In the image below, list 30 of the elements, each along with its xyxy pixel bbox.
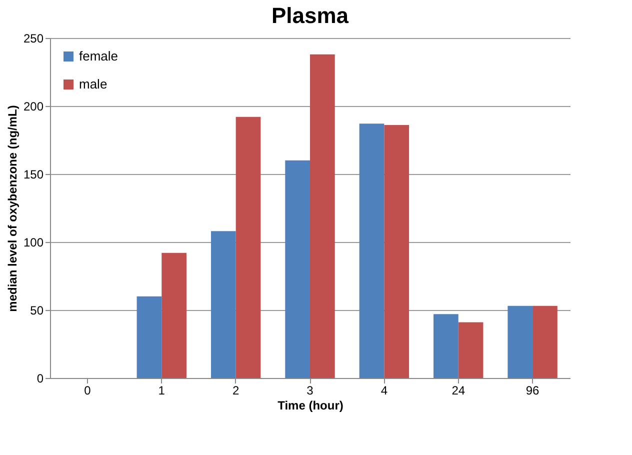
x-tick-label: 1 [158,384,166,398]
x-axis-title: Time (hour) [278,398,344,412]
bar [508,306,533,378]
legend-label: male [79,76,108,92]
y-tick-label: 200 [23,100,44,114]
y-tick-label: 100 [23,236,44,250]
y-tick-label: 150 [23,168,44,182]
bar [532,306,558,378]
bar [434,314,458,378]
legend-label: female [79,48,118,64]
chart-title: Plasma [271,3,350,28]
x-tick-label: 3 [306,384,314,398]
y-axis-title: median level of oxybenzone (ng/mL) [5,105,20,312]
bar [359,124,384,378]
x-tick-label: 2 [232,384,240,398]
y-tick-label: 250 [23,32,44,46]
x-tick-label: 96 [526,384,540,398]
bar [210,231,236,378]
bar [285,160,310,378]
bar [162,252,186,378]
bar [136,296,162,378]
y-tick-label: 0 [36,372,44,386]
bar [236,116,261,378]
x-tick-label: 0 [84,384,92,398]
x-tick-label: 24 [452,384,466,398]
bar [384,125,410,378]
x-tick-label: 4 [380,384,388,398]
bar [310,54,335,378]
bar [458,322,484,378]
y-tick-label: 50 [30,304,44,318]
